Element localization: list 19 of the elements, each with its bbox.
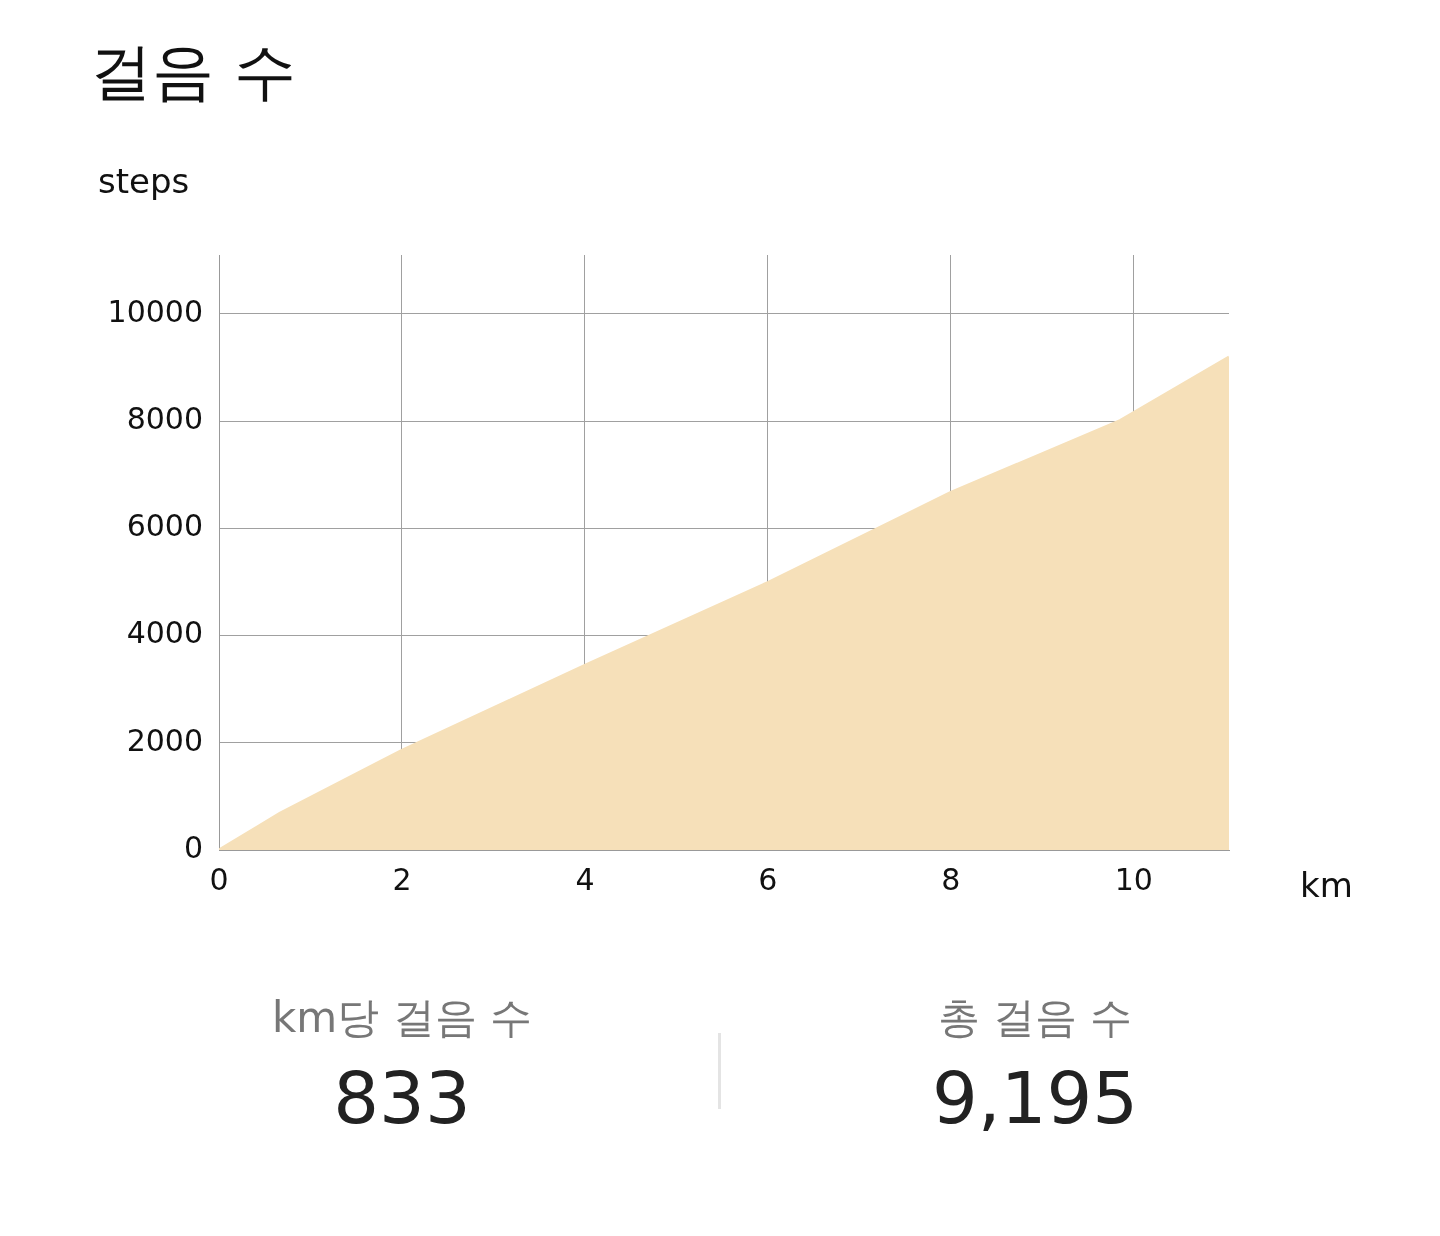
y-tick-label: 2000 bbox=[126, 722, 203, 758]
x-tick-label: 0 bbox=[209, 861, 229, 897]
x-tick-label: 8 bbox=[941, 861, 961, 897]
x-tick-label: 4 bbox=[575, 861, 595, 897]
x-tick-label: 2 bbox=[392, 861, 412, 897]
x-axis-title: km bbox=[1300, 864, 1353, 905]
y-tick-label: 8000 bbox=[126, 400, 203, 436]
x-tick-label: 6 bbox=[758, 861, 778, 897]
text: km당 걸음 수 bbox=[271, 992, 533, 1044]
text: 833 bbox=[332, 1056, 472, 1140]
text: 총 걸음 수 bbox=[936, 992, 1134, 1044]
y-tick-label: 0 bbox=[183, 829, 203, 865]
y-tick-label: 10000 bbox=[107, 293, 203, 329]
chart-title: 걸음 수 bbox=[90, 34, 296, 110]
y-tick-label: 6000 bbox=[126, 508, 203, 544]
y-axis-title: steps bbox=[98, 161, 190, 201]
text: 9,195 bbox=[930, 1056, 1140, 1140]
y-tick-label: 4000 bbox=[126, 615, 203, 651]
x-tick-label: 10 bbox=[1114, 861, 1153, 897]
